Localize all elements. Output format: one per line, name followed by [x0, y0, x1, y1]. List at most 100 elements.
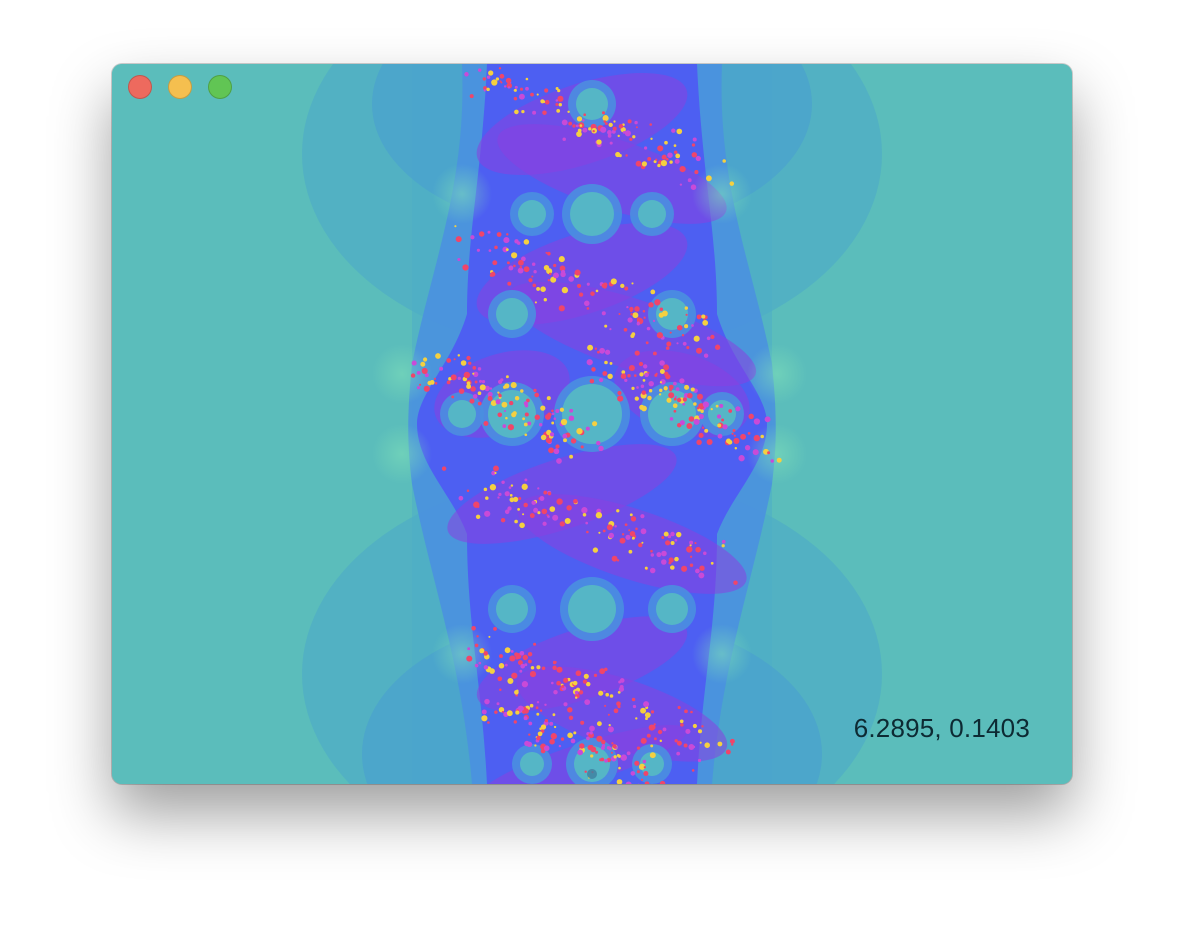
sparkle [576, 283, 582, 288]
sparkle [477, 401, 482, 406]
sparkle [454, 225, 457, 228]
sparkle [620, 283, 625, 289]
sparkle [528, 721, 533, 726]
sparkle [635, 160, 642, 167]
sparkle [631, 536, 635, 540]
sparkle [539, 496, 545, 501]
sparkle [523, 239, 530, 245]
minimize-button[interactable] [168, 75, 192, 99]
sparkle [506, 261, 510, 265]
sparkle [652, 351, 657, 356]
sparkle [566, 505, 572, 511]
sparkle [469, 398, 475, 404]
sparkle [544, 99, 550, 105]
sparkle [630, 771, 636, 776]
sparkle [634, 120, 638, 125]
sparkle [410, 373, 416, 378]
sparkle [590, 754, 594, 758]
sparkle [514, 109, 519, 115]
sparkle [601, 744, 606, 748]
sparkle [522, 513, 525, 516]
sparkle [733, 580, 738, 585]
sparkle [542, 521, 547, 526]
sparkle [747, 432, 751, 435]
sparkle [494, 471, 497, 475]
sparkle [582, 679, 588, 684]
sparkle [714, 344, 721, 350]
sparkle [698, 572, 705, 579]
sparkle [583, 113, 587, 117]
sparkle [608, 723, 611, 727]
sparkle [644, 372, 649, 378]
sparkle [649, 752, 656, 759]
sparkle [536, 712, 540, 716]
sparkle [499, 688, 502, 691]
sparkle [547, 491, 552, 496]
sparkle [502, 246, 509, 253]
sparkle [576, 131, 582, 137]
sparkle [487, 395, 493, 402]
close-button[interactable] [128, 75, 152, 99]
sparkle [548, 272, 552, 276]
hole [520, 752, 544, 776]
sparkle [752, 449, 759, 456]
sparkle [586, 736, 590, 741]
sparkle [557, 95, 564, 102]
sparkle [540, 405, 546, 411]
sparkle [659, 780, 666, 784]
sparkle [636, 317, 641, 322]
sparkle [717, 741, 723, 747]
sparkle [559, 265, 566, 272]
sparkle [482, 77, 486, 81]
sparkle [476, 635, 479, 638]
sparkle [542, 100, 546, 104]
sparkle [676, 342, 679, 345]
sparkle [679, 183, 683, 186]
sparkle [668, 384, 674, 390]
sparkle [659, 388, 663, 393]
sparkle [504, 647, 511, 654]
sparkle [616, 701, 621, 707]
sparkle [600, 126, 607, 133]
sparkle [609, 141, 613, 145]
sparkle [506, 710, 513, 717]
sparkle [586, 307, 590, 310]
sparkle [514, 652, 519, 657]
sparkle [549, 721, 554, 726]
sparkle [469, 94, 474, 99]
hole [656, 298, 688, 330]
sparkle [453, 358, 456, 361]
sparkle [498, 492, 502, 497]
sparkle [600, 757, 605, 762]
sparkle [526, 398, 530, 403]
hole [576, 88, 608, 120]
sparkle [556, 498, 563, 505]
sparkle [497, 412, 503, 418]
sparkle [689, 544, 692, 547]
sparkle [676, 324, 683, 331]
sparkle [489, 387, 493, 390]
sparkle [446, 358, 452, 363]
sparkle [546, 396, 551, 401]
sparkle [688, 744, 695, 750]
sparkle [608, 122, 613, 128]
zoom-button[interactable] [208, 75, 232, 99]
sparkle [692, 745, 696, 749]
sparkle [486, 75, 491, 79]
sparkle [506, 233, 509, 236]
sparkle [656, 332, 664, 339]
sparkle [643, 766, 646, 769]
sparkle [672, 403, 678, 409]
sparkle [619, 537, 626, 544]
sparkle [487, 230, 491, 234]
sparkle [604, 324, 608, 328]
sparkle [669, 388, 673, 392]
sparkle [671, 128, 676, 133]
sparkle [534, 301, 537, 304]
hole [656, 593, 688, 625]
sparkle [675, 153, 681, 159]
fractal-canvas[interactable] [112, 64, 1072, 784]
sparkle [515, 710, 520, 715]
sparkle [563, 702, 568, 707]
hole [448, 400, 476, 428]
